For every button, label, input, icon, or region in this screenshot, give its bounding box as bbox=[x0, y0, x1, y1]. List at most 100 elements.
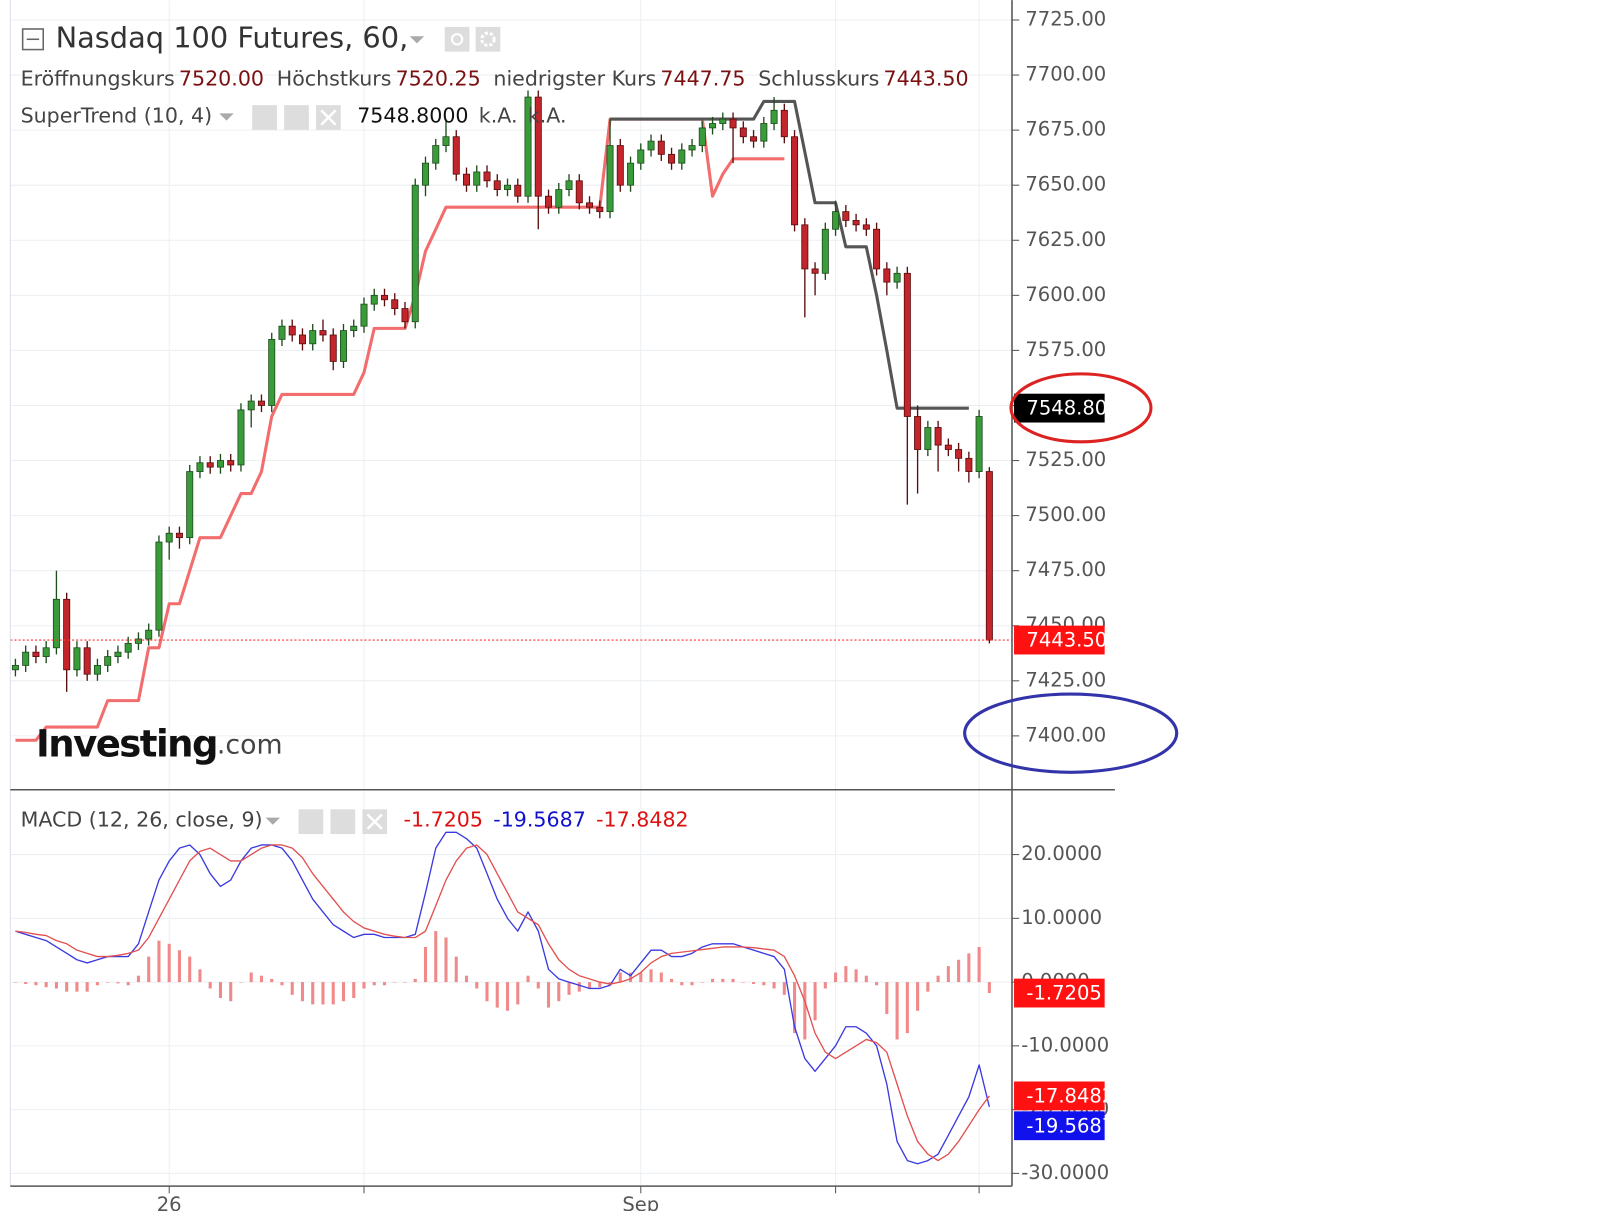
indicator-value: k.A. bbox=[479, 103, 518, 127]
dropdown-icon[interactable] bbox=[265, 817, 281, 825]
candle-body bbox=[350, 325, 358, 331]
histogram-bar bbox=[85, 982, 89, 992]
candle-body bbox=[575, 180, 583, 204]
candle-body bbox=[165, 532, 173, 543]
histogram-bar bbox=[731, 978, 735, 983]
candle-body bbox=[637, 149, 645, 164]
candle-body bbox=[186, 471, 194, 539]
histogram-bar bbox=[475, 982, 479, 989]
settings-icon[interactable] bbox=[475, 26, 501, 52]
plot-area bbox=[10, 90, 1012, 1165]
histogram-bar bbox=[803, 982, 807, 1040]
frame bbox=[9, 0, 1115, 1187]
candle-body bbox=[319, 330, 327, 336]
candle-body bbox=[883, 268, 891, 283]
ohlc-label: niedrigster Kurs bbox=[493, 66, 656, 90]
histogram-bar bbox=[106, 982, 110, 983]
histogram-bar bbox=[208, 982, 212, 989]
histogram-bar bbox=[403, 982, 407, 983]
candle-body bbox=[893, 272, 901, 283]
candle-body bbox=[309, 330, 317, 345]
value-box bbox=[1014, 393, 1105, 423]
histogram-bar bbox=[977, 947, 981, 983]
candle-body bbox=[247, 400, 255, 411]
candle-body bbox=[914, 416, 922, 450]
candle-body bbox=[873, 228, 881, 270]
watermark: Investing.com bbox=[36, 722, 283, 765]
grid bbox=[10, 0, 1020, 1194]
histogram-bar bbox=[680, 982, 684, 986]
candle-body bbox=[524, 96, 532, 197]
candle-body bbox=[965, 457, 973, 472]
histogram-bar bbox=[987, 982, 991, 994]
collapse-icon[interactable] bbox=[21, 28, 45, 51]
eye-icon[interactable] bbox=[444, 26, 470, 52]
histogram-bar bbox=[239, 982, 243, 983]
y-tick-label: 7700.00 bbox=[1025, 63, 1106, 86]
candle-body bbox=[288, 325, 296, 336]
candle-body bbox=[11, 664, 19, 671]
histogram-bar bbox=[218, 982, 223, 999]
candle-body bbox=[124, 642, 132, 653]
macd-legend-label: MACD (12, 26, close, 9) bbox=[21, 808, 263, 832]
histogram-bar bbox=[546, 982, 551, 1008]
eye-icon[interactable] bbox=[252, 105, 277, 130]
annotation-ellipse bbox=[963, 692, 1179, 774]
value-box bbox=[1014, 978, 1105, 1008]
candle-body bbox=[134, 638, 142, 644]
histogram-bar bbox=[505, 982, 510, 1011]
settings-icon[interactable] bbox=[330, 809, 356, 835]
histogram-bar bbox=[711, 978, 715, 983]
candle-body bbox=[545, 195, 553, 208]
candle-body bbox=[442, 136, 450, 146]
y-tick-label: 7475.00 bbox=[1025, 558, 1106, 581]
y-tick-label: 7500.00 bbox=[1025, 503, 1106, 526]
histogram-bar bbox=[280, 982, 284, 986]
candle-body bbox=[114, 651, 122, 657]
candle-body bbox=[565, 180, 573, 191]
histogram-bar bbox=[24, 982, 28, 985]
histogram-bar bbox=[823, 982, 827, 989]
y-tick-label: 7575.00 bbox=[1025, 338, 1106, 361]
candle-body bbox=[268, 338, 276, 406]
settings-icon-glyph bbox=[480, 31, 496, 48]
remove-icon-glyph bbox=[366, 813, 383, 830]
dropdown-icon[interactable] bbox=[409, 36, 425, 44]
histogram-bar bbox=[526, 975, 530, 983]
y-tick-label: 7425.00 bbox=[1025, 668, 1106, 691]
candle-body bbox=[832, 211, 840, 230]
histogram-bar bbox=[229, 982, 233, 1002]
y-tick-label: 7600.00 bbox=[1025, 283, 1106, 306]
candle-body bbox=[432, 145, 440, 164]
histogram-bar bbox=[495, 982, 499, 1008]
histogram-bar bbox=[752, 982, 756, 985]
candle-body bbox=[811, 268, 819, 274]
candle-body bbox=[729, 118, 737, 129]
y-tick-label: 7725.00 bbox=[1025, 7, 1106, 30]
candle-body bbox=[278, 325, 286, 340]
eye-icon[interactable] bbox=[298, 809, 324, 835]
settings-icon[interactable] bbox=[284, 105, 309, 130]
candle-body bbox=[606, 145, 614, 213]
histogram-bar bbox=[413, 978, 417, 983]
value-box-label: 7443.50 bbox=[1026, 629, 1107, 652]
histogram-bar bbox=[311, 982, 315, 1005]
dropdown-icon[interactable] bbox=[219, 113, 234, 121]
candle-body bbox=[370, 294, 378, 305]
histogram-bar bbox=[885, 982, 889, 1014]
candle-body bbox=[688, 145, 696, 151]
candle-body bbox=[298, 334, 306, 345]
candle-body bbox=[985, 471, 993, 641]
histogram-bar bbox=[270, 978, 274, 983]
histogram-bar bbox=[95, 982, 99, 986]
candle-body bbox=[401, 308, 409, 323]
histogram-bar bbox=[905, 982, 909, 1034]
ohlc-label: Eröffnungskurs bbox=[21, 66, 175, 90]
histogram-bar bbox=[464, 975, 469, 983]
candle-body bbox=[463, 173, 471, 186]
remove-icon-glyph bbox=[320, 109, 337, 126]
histogram-bar bbox=[762, 982, 766, 986]
candle-body bbox=[196, 462, 204, 472]
